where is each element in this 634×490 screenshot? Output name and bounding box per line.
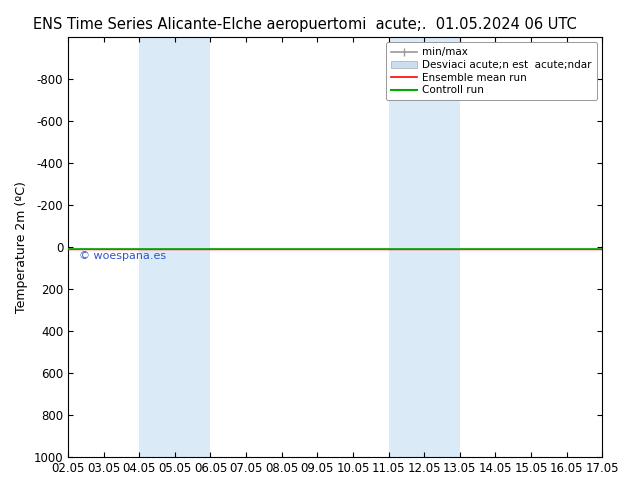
Y-axis label: Temperature 2m (ºC): Temperature 2m (ºC) [15, 181, 28, 313]
Text: ENS Time Series Alicante-Elche aeropuerto: ENS Time Series Alicante-Elche aeropuert… [33, 17, 347, 32]
Bar [139, 37, 210, 457]
Legend: min/max, Desviaci acute;n est  acute;ndar, Ensemble mean run, Controll run: min/max, Desviaci acute;n est acute;ndar… [386, 42, 597, 100]
Text: © woespana.es: © woespana.es [79, 251, 166, 261]
Bar [389, 37, 460, 457]
Text: mi  acute;.  01.05.2024 06 UTC: mi acute;. 01.05.2024 06 UTC [349, 17, 577, 32]
